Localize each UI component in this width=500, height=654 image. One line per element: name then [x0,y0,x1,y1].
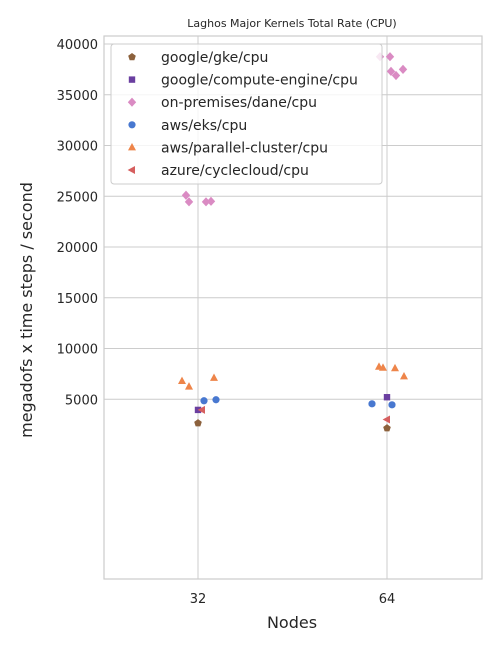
data-point [185,382,193,390]
data-point [382,415,390,424]
data-point [201,197,211,207]
x-tick-label: 32 [190,592,207,607]
data-point [383,424,391,432]
legend-marker-icon [128,53,136,61]
legend-marker-icon [127,166,135,174]
data-point [200,397,208,405]
legend-item: google/compute-engine/cpu [128,73,358,89]
data-point [194,419,202,427]
legend-label: azure/cyclecloud/cpu [161,163,309,179]
x-axis-label: Nodes [267,613,317,632]
x-tick-label: 64 [379,592,396,607]
data-point [212,396,220,404]
data-point [388,401,396,409]
data-point [400,372,408,380]
y-tick-label: 30000 [57,140,98,155]
chart-title: Laghos Major Kernels Total Rate (CPU) [187,17,396,30]
data-point [391,70,401,81]
y-tick-label: 5000 [65,393,98,408]
y-tick-label: 20000 [57,241,98,256]
data-point [391,363,399,372]
data-point [385,52,395,62]
legend-label: google/gke/cpu [161,50,268,66]
legend-box [110,43,383,185]
legend-marker-icon [128,76,136,83]
axes-layer: 5000 10000 15000 20000 25000 30000 35000 40000 3… [57,38,396,607]
data-point [386,66,396,77]
y-tick-label: 40000 [57,38,98,53]
plot-frame [103,35,483,580]
legend-label: aws/parallel-cluster/cpu [161,140,328,156]
data-point [368,400,376,408]
legend-item: aws/parallel-cluster/cpu [128,140,328,156]
series-aws-parallel-cluster-cpu [178,362,408,390]
data-point [398,64,408,74]
data-point [181,190,191,200]
y-tick-label: 25000 [57,190,98,205]
data-point [383,394,391,401]
data-point [178,376,186,384]
y-tick-label: 10000 [57,343,98,358]
legend-item: azure/cyclecloud/cpu [127,163,309,179]
legend-item: aws/eks/cpu [128,118,247,134]
series-azure-cyclecloud-cpu [197,405,390,424]
legend-marker-icon [128,121,136,129]
data-point [206,196,216,206]
data-point [379,363,387,371]
data-point [197,405,205,414]
y-tick-label: 15000 [57,292,98,307]
legend-label: aws/eks/cpu [161,118,247,134]
series-aws-eks-cpu [200,396,396,409]
legend-item: google/gke/cpu [128,50,268,66]
series-google-compute-engine-cpu [194,394,391,414]
legend-label: on-premises/dane/cpu [161,95,317,111]
plot-area-border [103,35,483,580]
data-point [184,197,194,207]
series-google-gke-cpu [194,419,391,432]
y-axis-label: megadofs x time steps / second [17,182,36,438]
legend-label: google/compute-engine/cpu [161,73,358,89]
legend-marker-icon [128,143,136,151]
data-point [210,373,218,381]
legend-item: on-premises/dane/cpu [127,95,317,111]
legend-marker-icon [127,97,137,107]
y-tick-label: 35000 [57,89,98,104]
legend: google/gke/cpu google/compute-engine/cpu o… [110,43,383,185]
